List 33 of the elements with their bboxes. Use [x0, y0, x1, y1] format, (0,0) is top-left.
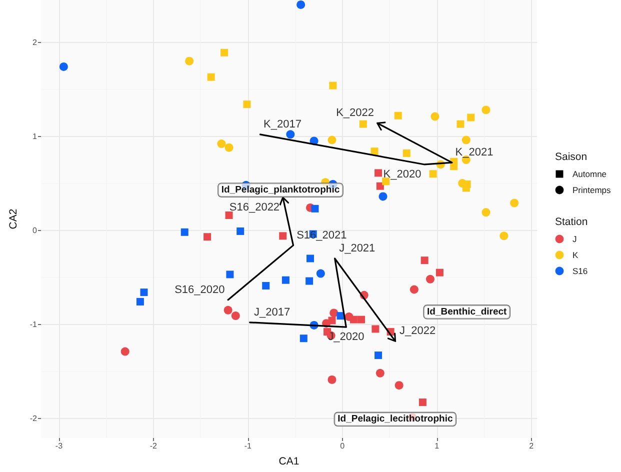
annotation: J_2021 [339, 242, 376, 254]
legend-label: S16 [572, 266, 588, 276]
y-axis-title: CA2 [8, 208, 20, 230]
annotation: S16_2022 [229, 201, 280, 214]
annotation: K_2021 [455, 146, 494, 159]
y-tick-label: 0 [32, 226, 38, 235]
x-axis-title: CA1 [278, 456, 300, 468]
y-tick-label: 1 [32, 132, 38, 141]
legend-label: K [572, 250, 578, 260]
legend-label: Printemps [572, 185, 611, 195]
annotation: K_2017 [264, 118, 302, 130]
annotation: K_2022 [336, 107, 374, 120]
text: Saison [555, 151, 588, 163]
legend-label: Automne [572, 169, 607, 179]
x-tick-label: 2 [529, 442, 534, 450]
x-tick-label: -3 [55, 442, 64, 450]
x-tick-label: -1 [244, 442, 252, 450]
x-tick-label: 1 [434, 442, 440, 450]
annotation: Id_Benthic_direct [427, 306, 508, 318]
y-tick-label: -2 [30, 414, 38, 423]
y-tick-label: -1 [30, 320, 38, 329]
annotation: Id_Pelagic_planktotrophic [221, 184, 340, 196]
annotation: K_2020 [383, 168, 422, 180]
annotation: S16_2020 [174, 284, 225, 296]
legend-label: J [572, 234, 577, 244]
annotation: Id_Pelagic_lecithotrophic [338, 414, 453, 425]
text: Station [555, 216, 588, 228]
annotation: J_2020 [328, 331, 364, 344]
x-tick-label: 0 [340, 442, 346, 450]
y-tick-label: 2 [32, 38, 38, 47]
x-tick-label: -2 [150, 442, 158, 450]
annotation: J_2017 [254, 306, 290, 318]
annotation: J_2022 [400, 325, 436, 338]
